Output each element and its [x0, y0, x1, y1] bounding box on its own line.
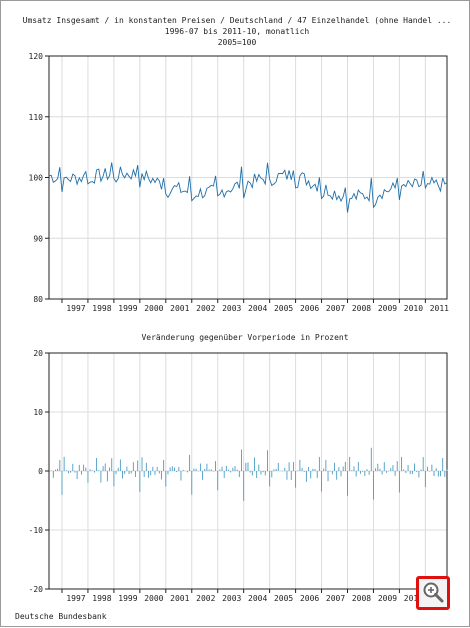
chart2-xtick-label: 2004	[248, 594, 267, 603]
chart2-x-axis: 1997 1998 1999 2000 2001 2002 2003 2004 2005 2006…	[61, 589, 449, 603]
chart2-xtick-label: 2007	[326, 594, 345, 603]
chart1-xtick-label: 2000	[144, 304, 163, 313]
chart1-xtick-label: 2001	[170, 304, 189, 313]
chart2-ytick-label: -10	[29, 526, 44, 535]
chart2-xtick-label: 2005	[274, 594, 293, 603]
chart1-xtick-label: 2004	[248, 304, 267, 313]
chart1-y-axis: 120 110 100 90 80	[29, 52, 49, 304]
chart1-ytick-label: 120	[29, 52, 44, 61]
chart2-ytick-label: 0	[38, 467, 43, 476]
chart2-xtick-label: 1998	[92, 594, 111, 603]
chart2-xtick-label: 2010	[404, 594, 423, 603]
zoom-button[interactable]	[416, 576, 450, 610]
chart2-xtick-label: 2003	[222, 594, 241, 603]
chart1-title-line3: 2005=100	[218, 38, 257, 47]
source-label: Deutsche Bundesbank	[15, 612, 107, 621]
chart2-bars	[50, 447, 448, 501]
chart1-xtick-label: 2011	[430, 304, 449, 313]
chart2-y-axis: 20 10 0 -10 -20	[29, 349, 49, 594]
chart2-ytick-label: 20	[33, 349, 43, 358]
chart2-xtick-label: 2002	[196, 594, 215, 603]
chart1-xtick-label: 1999	[118, 304, 137, 313]
chart1-xtick-label: 2005	[274, 304, 293, 313]
zoom-in-icon	[423, 582, 444, 603]
chart2-xtick-label: 1999	[118, 594, 137, 603]
chart1-xtick-label: 2003	[222, 304, 241, 313]
chart2-xtick-label: 2000	[144, 594, 163, 603]
chart2-ytick-label: 10	[33, 408, 43, 417]
chart1-xtick-label: 1998	[92, 304, 111, 313]
chart1-ytick-label: 110	[29, 113, 44, 122]
chart1-xtick-label: 1997	[66, 304, 85, 313]
chart1-title-line2: 1996-07 bis 2011-10, monatlich	[165, 27, 310, 36]
chart1-x-axis: 1997 1998 1999 2000 2001 2002 2003 2004 2005 2006…	[61, 299, 449, 313]
chart1-ytick-label: 100	[29, 174, 44, 183]
chart1-series-line	[48, 162, 448, 213]
chart1-xtick-label: 2010	[404, 304, 423, 313]
chart2-xtick-label: 2006	[300, 594, 319, 603]
chart2-xtick-label: 2009	[378, 594, 397, 603]
chart1-xtick-label: 2006	[300, 304, 319, 313]
chart1-title-line1: Umsatz Insgesamt / in konstanten Preisen…	[23, 16, 452, 25]
chart2-xtick-label: 1997	[66, 594, 85, 603]
chart1-xtick-label: 2009	[378, 304, 397, 313]
chart1-xtick-label: 2002	[196, 304, 215, 313]
chart2-xtick-label: 2008	[352, 594, 371, 603]
chart1-xtick-label: 2008	[352, 304, 371, 313]
chart2-ytick-label: -20	[29, 585, 44, 594]
chart1-xtick-label: 2007	[326, 304, 345, 313]
chart1-ytick-label: 80	[33, 295, 43, 304]
chart2-xtick-label: 2001	[170, 594, 189, 603]
chart1-ytick-label: 90	[33, 234, 43, 243]
chart2-title: Veränderung gegenüber Vorperiode in Proz…	[141, 333, 348, 342]
